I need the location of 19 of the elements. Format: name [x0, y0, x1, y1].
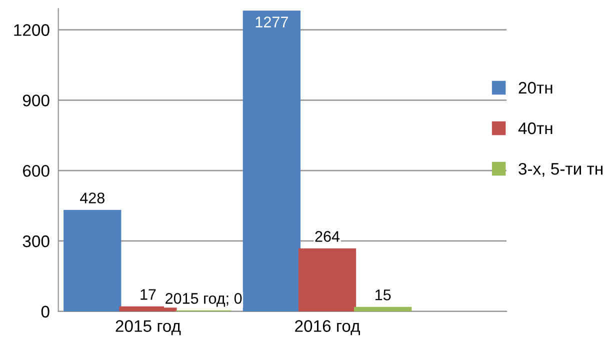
data-label: 15	[376, 290, 391, 300]
data-label: 1277	[256, 16, 288, 28]
y-tick-label: 300	[22, 235, 50, 248]
legend-label: 20тн	[518, 82, 552, 94]
y-tick-label: 600	[23, 164, 50, 177]
data-label: 2015 год; 0	[166, 293, 242, 307]
data-label: 428	[80, 192, 104, 204]
y-tick-label: 900	[22, 94, 50, 106]
y-tick-label: 0	[41, 306, 50, 318]
legend-label: 40тн	[518, 122, 552, 134]
bar	[64, 210, 122, 312]
x-tick-label: 2016 год	[295, 320, 360, 336]
x-tick-label: 2015 год	[116, 320, 181, 336]
data-label: 17	[140, 289, 156, 300]
bar	[298, 248, 356, 312]
legend-label: 3-х, 5-ти тн	[518, 162, 602, 177]
y-tick-label: 1200	[14, 24, 50, 36]
data-label: 264	[315, 231, 340, 242]
bar	[242, 10, 301, 312]
